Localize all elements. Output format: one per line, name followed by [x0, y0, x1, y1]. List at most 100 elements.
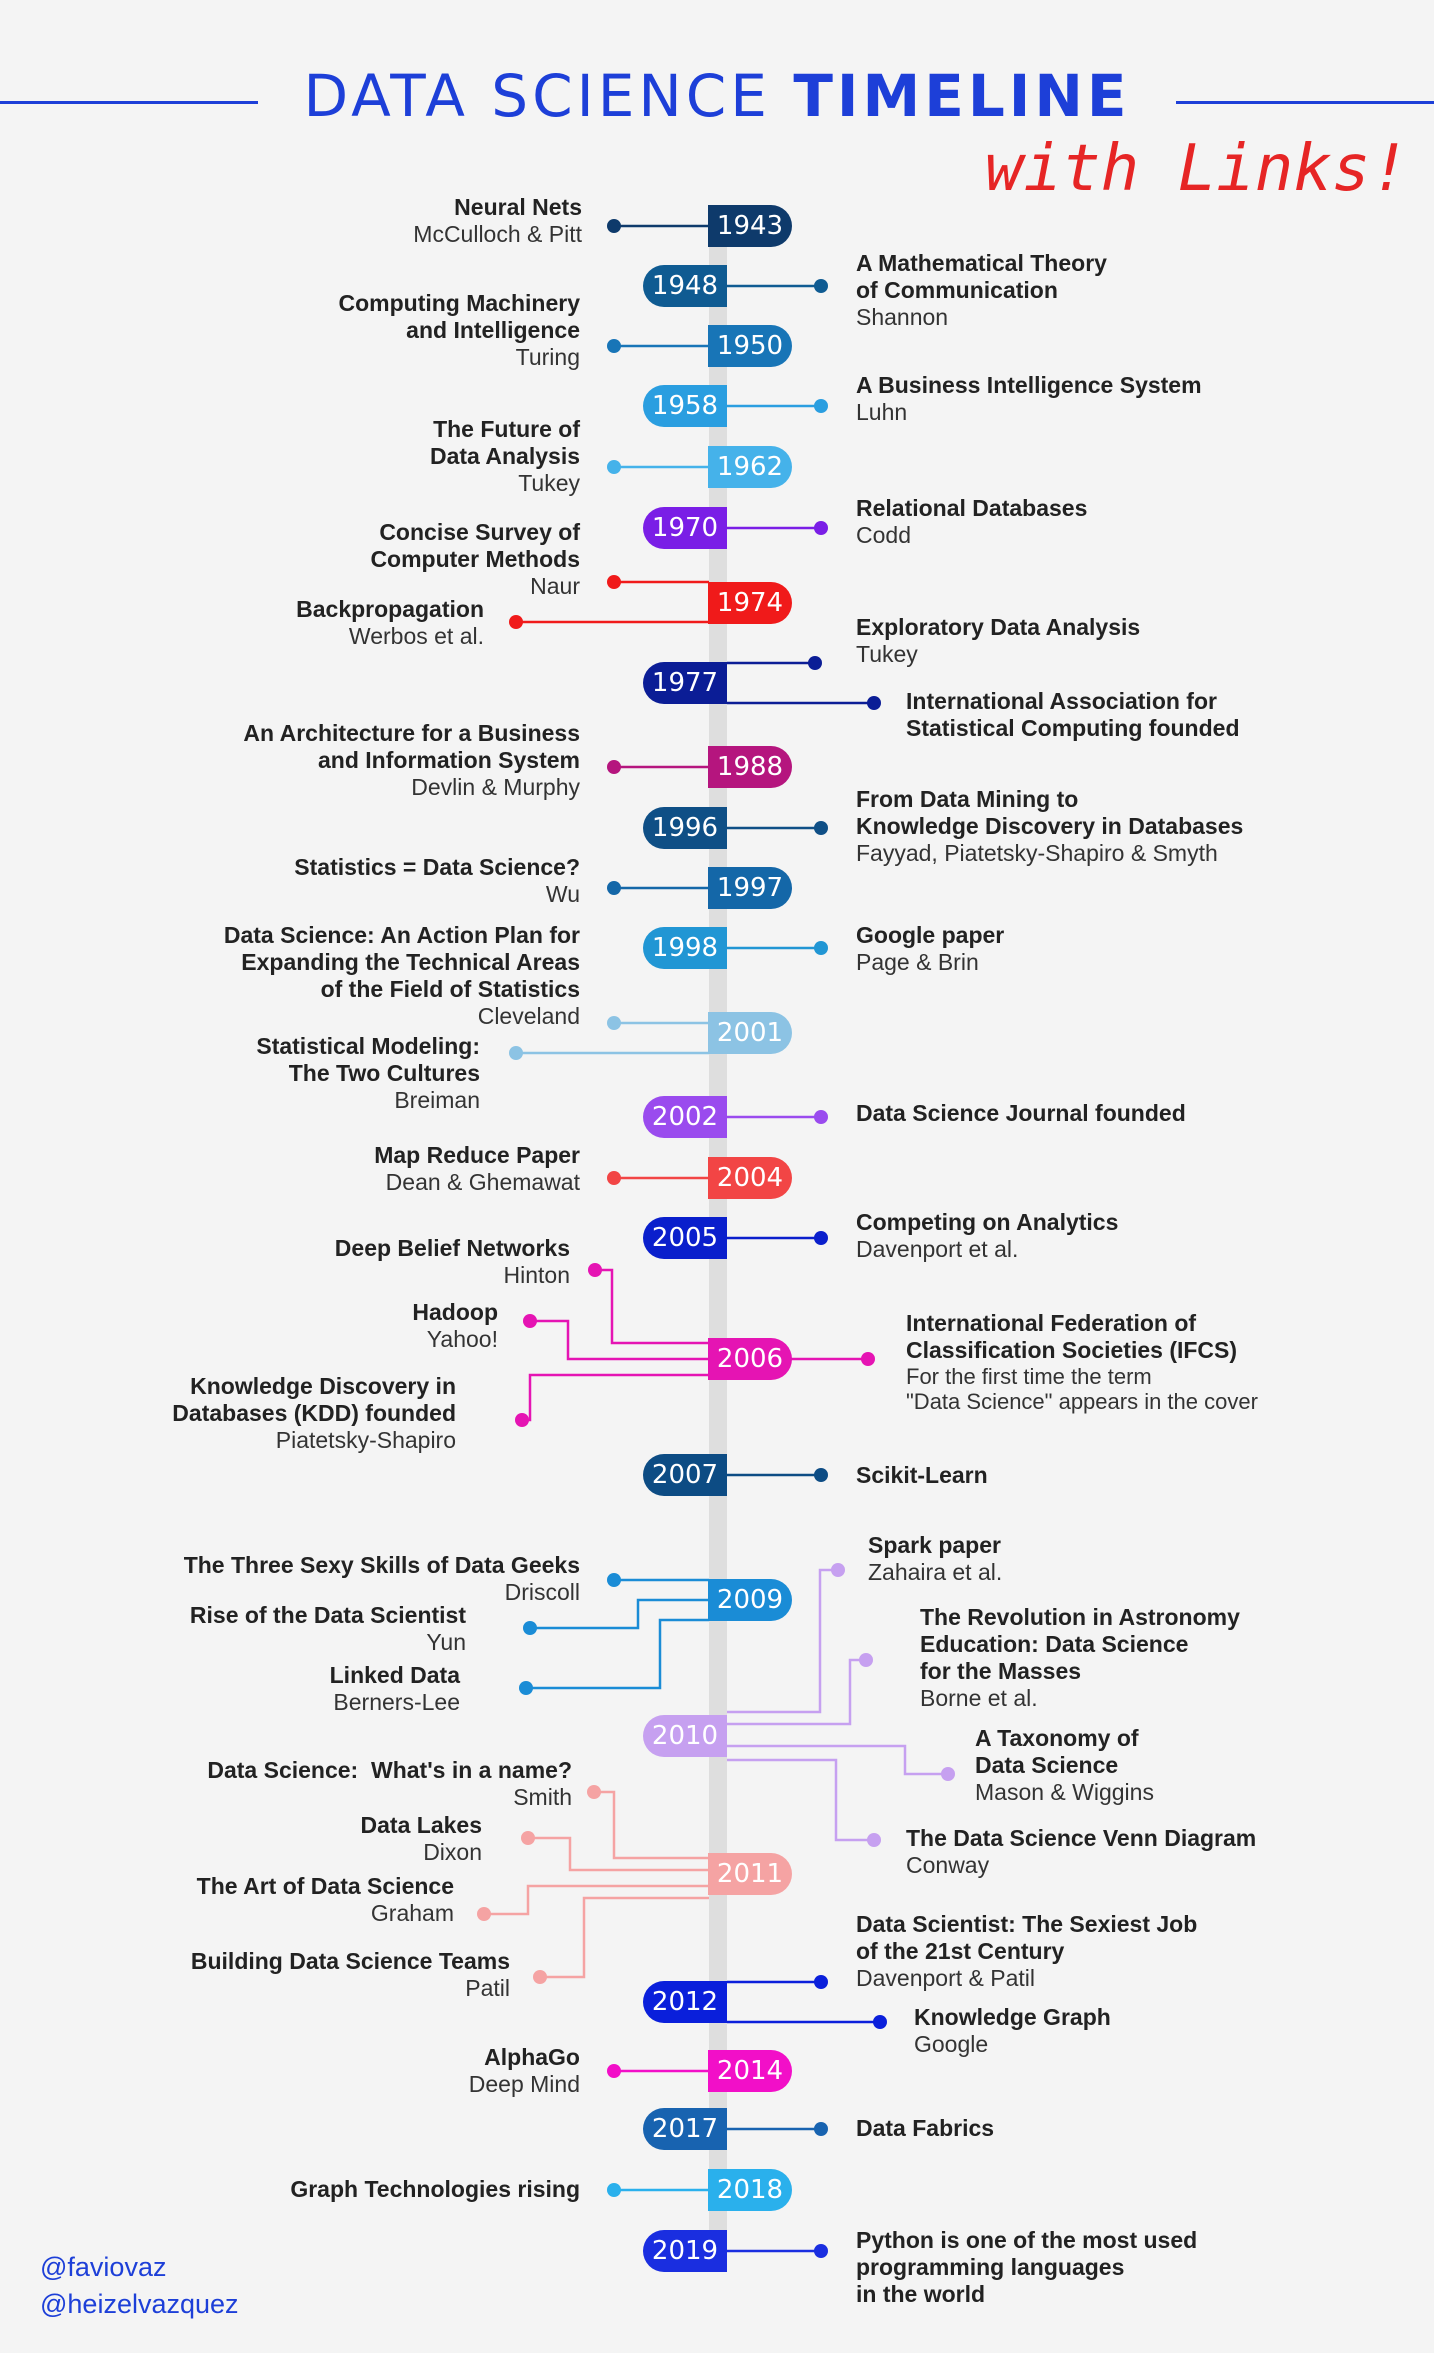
event-author: Smith [513, 1784, 572, 1810]
connector-dot [607, 2064, 621, 2078]
title-rule-left [0, 101, 258, 104]
timeline-event[interactable]: Python is one of the most used programmi… [856, 2227, 1197, 2308]
connector-dot [814, 1975, 828, 1989]
timeline-event[interactable]: The Future of Data Analysis Tukey [430, 416, 580, 497]
timeline-event[interactable]: Map Reduce Paper Dean & Ghemawat [374, 1142, 580, 1196]
connector-dot [607, 1573, 621, 1587]
connector-dot [861, 1352, 875, 1366]
connector-line [530, 1598, 709, 1630]
timeline-event[interactable]: Backpropagation Werbos et al. [296, 596, 484, 650]
year-pill: 1958 [643, 385, 727, 427]
timeline-event[interactable]: Neural Nets McCulloch & Pitt [413, 194, 582, 248]
connector-dot [814, 399, 828, 413]
connector-line [522, 1373, 709, 1422]
connector-dot [509, 615, 523, 629]
event-author: Breiman [394, 1087, 480, 1113]
event-title: Data Science: What's in a name? [207, 1757, 572, 1783]
timeline-event[interactable]: Concise Survey of Computer Methods Naur [370, 519, 580, 600]
timeline-event[interactable]: Knowledge Discovery in Databases (KDD) f… [172, 1373, 456, 1454]
timeline-event[interactable]: International Association for Statistica… [906, 688, 1240, 742]
timeline-event[interactable]: Relational Databases Codd [856, 495, 1087, 549]
timeline-event[interactable]: Data Fabrics [856, 2115, 994, 2142]
timeline-event[interactable]: Google paper Page & Brin [856, 922, 1004, 976]
event-author: Piatetsky-Shapiro [275, 1427, 456, 1453]
event-title: Python is one of the most used programmi… [856, 2227, 1198, 2307]
timeline-event[interactable]: Competing on Analytics Davenport et al. [856, 1209, 1118, 1263]
timeline-event[interactable]: Data Science: What's in a name? Smith [207, 1757, 572, 1811]
connector-dot [607, 2183, 621, 2197]
timeline-event[interactable]: AlphaGo Deep Mind [469, 2044, 580, 2098]
event-author: Devlin & Murphy [411, 774, 580, 800]
event-author: Yahoo! [426, 1326, 498, 1352]
author-handle-2[interactable]: @heizelvazquez [40, 2289, 239, 2319]
event-title: Competing on Analytics [856, 1209, 1119, 1235]
timeline-event[interactable]: Exploratory Data Analysis Tukey [856, 614, 1140, 668]
timeline-event[interactable]: International Federation of Classificati… [906, 1310, 1258, 1414]
timeline-event[interactable]: Linked Data Berners-Lee [330, 1662, 460, 1716]
timeline-event[interactable]: An Architecture for a Business and Infor… [243, 720, 580, 801]
year-pill: 1970 [643, 507, 727, 549]
timeline-event[interactable]: Data Scientist: The Sexiest Job of the 2… [856, 1911, 1197, 1992]
connector-dot [859, 1653, 873, 1667]
timeline-event[interactable]: A Mathematical Theory of Communication Sh… [856, 250, 1107, 331]
event-title: Knowledge Graph [914, 2004, 1111, 2030]
connector-line [594, 1790, 709, 1860]
event-title: From Data Mining to Knowledge Discovery … [856, 786, 1244, 839]
event-title: International Association for Statistica… [906, 688, 1240, 741]
event-author: Berners-Lee [333, 1689, 460, 1715]
event-title: Relational Databases [856, 495, 1088, 521]
timeline-event[interactable]: Computing Machinery and Intelligence Turi… [338, 290, 580, 371]
page-title: DATA SCIENCE TIMELINE [0, 62, 1434, 130]
author-handle-1[interactable]: @faviovaz [40, 2252, 167, 2282]
connector-dot [521, 1831, 535, 1845]
year-pill: 2007 [643, 1454, 727, 1496]
event-title: Map Reduce Paper [374, 1142, 580, 1168]
timeline-event[interactable]: Rise of the Data Scientist Yun [190, 1602, 466, 1656]
connector-dot [941, 1767, 955, 1781]
timeline-event[interactable]: Building Data Science Teams Patil [191, 1948, 510, 2002]
timeline-event[interactable]: Data Science: An Action Plan for Expandi… [224, 922, 580, 1030]
event-title: Data Science: An Action Plan for Expandi… [223, 922, 580, 1002]
timeline-event[interactable]: The Art of Data Science Graham [197, 1873, 454, 1927]
event-author: Driscoll [504, 1579, 580, 1605]
timeline-event[interactable]: Knowledge Graph Google [914, 2004, 1111, 2058]
connector-dot [814, 2122, 828, 2136]
event-author: Codd [856, 522, 911, 548]
connector-dot [607, 881, 621, 895]
event-title: The Future of Data Analysis [430, 416, 580, 469]
timeline-event[interactable]: From Data Mining to Knowledge Discovery … [856, 786, 1243, 867]
timeline-event[interactable]: Hadoop Yahoo! [412, 1299, 498, 1353]
event-author: Google [914, 2031, 989, 2057]
timeline-event[interactable]: A Business Intelligence System Luhn [856, 372, 1202, 426]
event-title: Spark paper [868, 1532, 1001, 1558]
timeline-event[interactable]: Graph Technologies rising [290, 2176, 580, 2203]
event-author: Davenport & Patil [856, 1965, 1035, 1991]
timeline-event[interactable]: Data Lakes Dixon [361, 1812, 482, 1866]
connector-dot [523, 1314, 537, 1328]
timeline-event[interactable]: Spark paper Zahaira et al. [868, 1532, 1002, 1586]
year-pill: 2004 [708, 1157, 792, 1199]
year-pill: 2005 [643, 1217, 727, 1259]
connector-dot [873, 2015, 887, 2029]
year-pill: 2002 [643, 1096, 727, 1138]
event-title: The Three Sexy Skills of Data Geeks [183, 1552, 580, 1578]
timeline-event[interactable]: Statistics = Data Science? Wu [294, 854, 580, 908]
connector-dot [515, 1413, 529, 1427]
event-title: Scikit-Learn [856, 1462, 988, 1488]
title-bold: TIMELINE [793, 62, 1131, 130]
event-title: Building Data Science Teams [190, 1948, 510, 1974]
connector-dot [867, 1833, 881, 1847]
timeline-event[interactable]: The Revolution in Astronomy Education: D… [920, 1604, 1240, 1712]
timeline-event[interactable]: Scikit-Learn [856, 1462, 988, 1489]
timeline-event[interactable]: The Data Science Venn Diagram Conway [906, 1825, 1256, 1879]
timeline-event[interactable]: Data Science Journal founded [856, 1100, 1186, 1127]
timeline-event[interactable]: Statistical Modeling: The Two Cultures Br… [256, 1033, 480, 1114]
event-author: Luhn [856, 399, 908, 425]
timeline-event[interactable]: A Taxonomy of Data Science Mason & Wiggin… [975, 1725, 1154, 1806]
connector-dot [814, 521, 828, 535]
event-author: Conway [906, 1852, 990, 1878]
connector-dot [814, 2244, 828, 2258]
timeline-event[interactable]: Deep Belief Networks Hinton [335, 1235, 570, 1289]
year-pill: 1996 [643, 807, 727, 849]
timeline-event[interactable]: The Three Sexy Skills of Data Geeks Drisc… [184, 1552, 580, 1606]
